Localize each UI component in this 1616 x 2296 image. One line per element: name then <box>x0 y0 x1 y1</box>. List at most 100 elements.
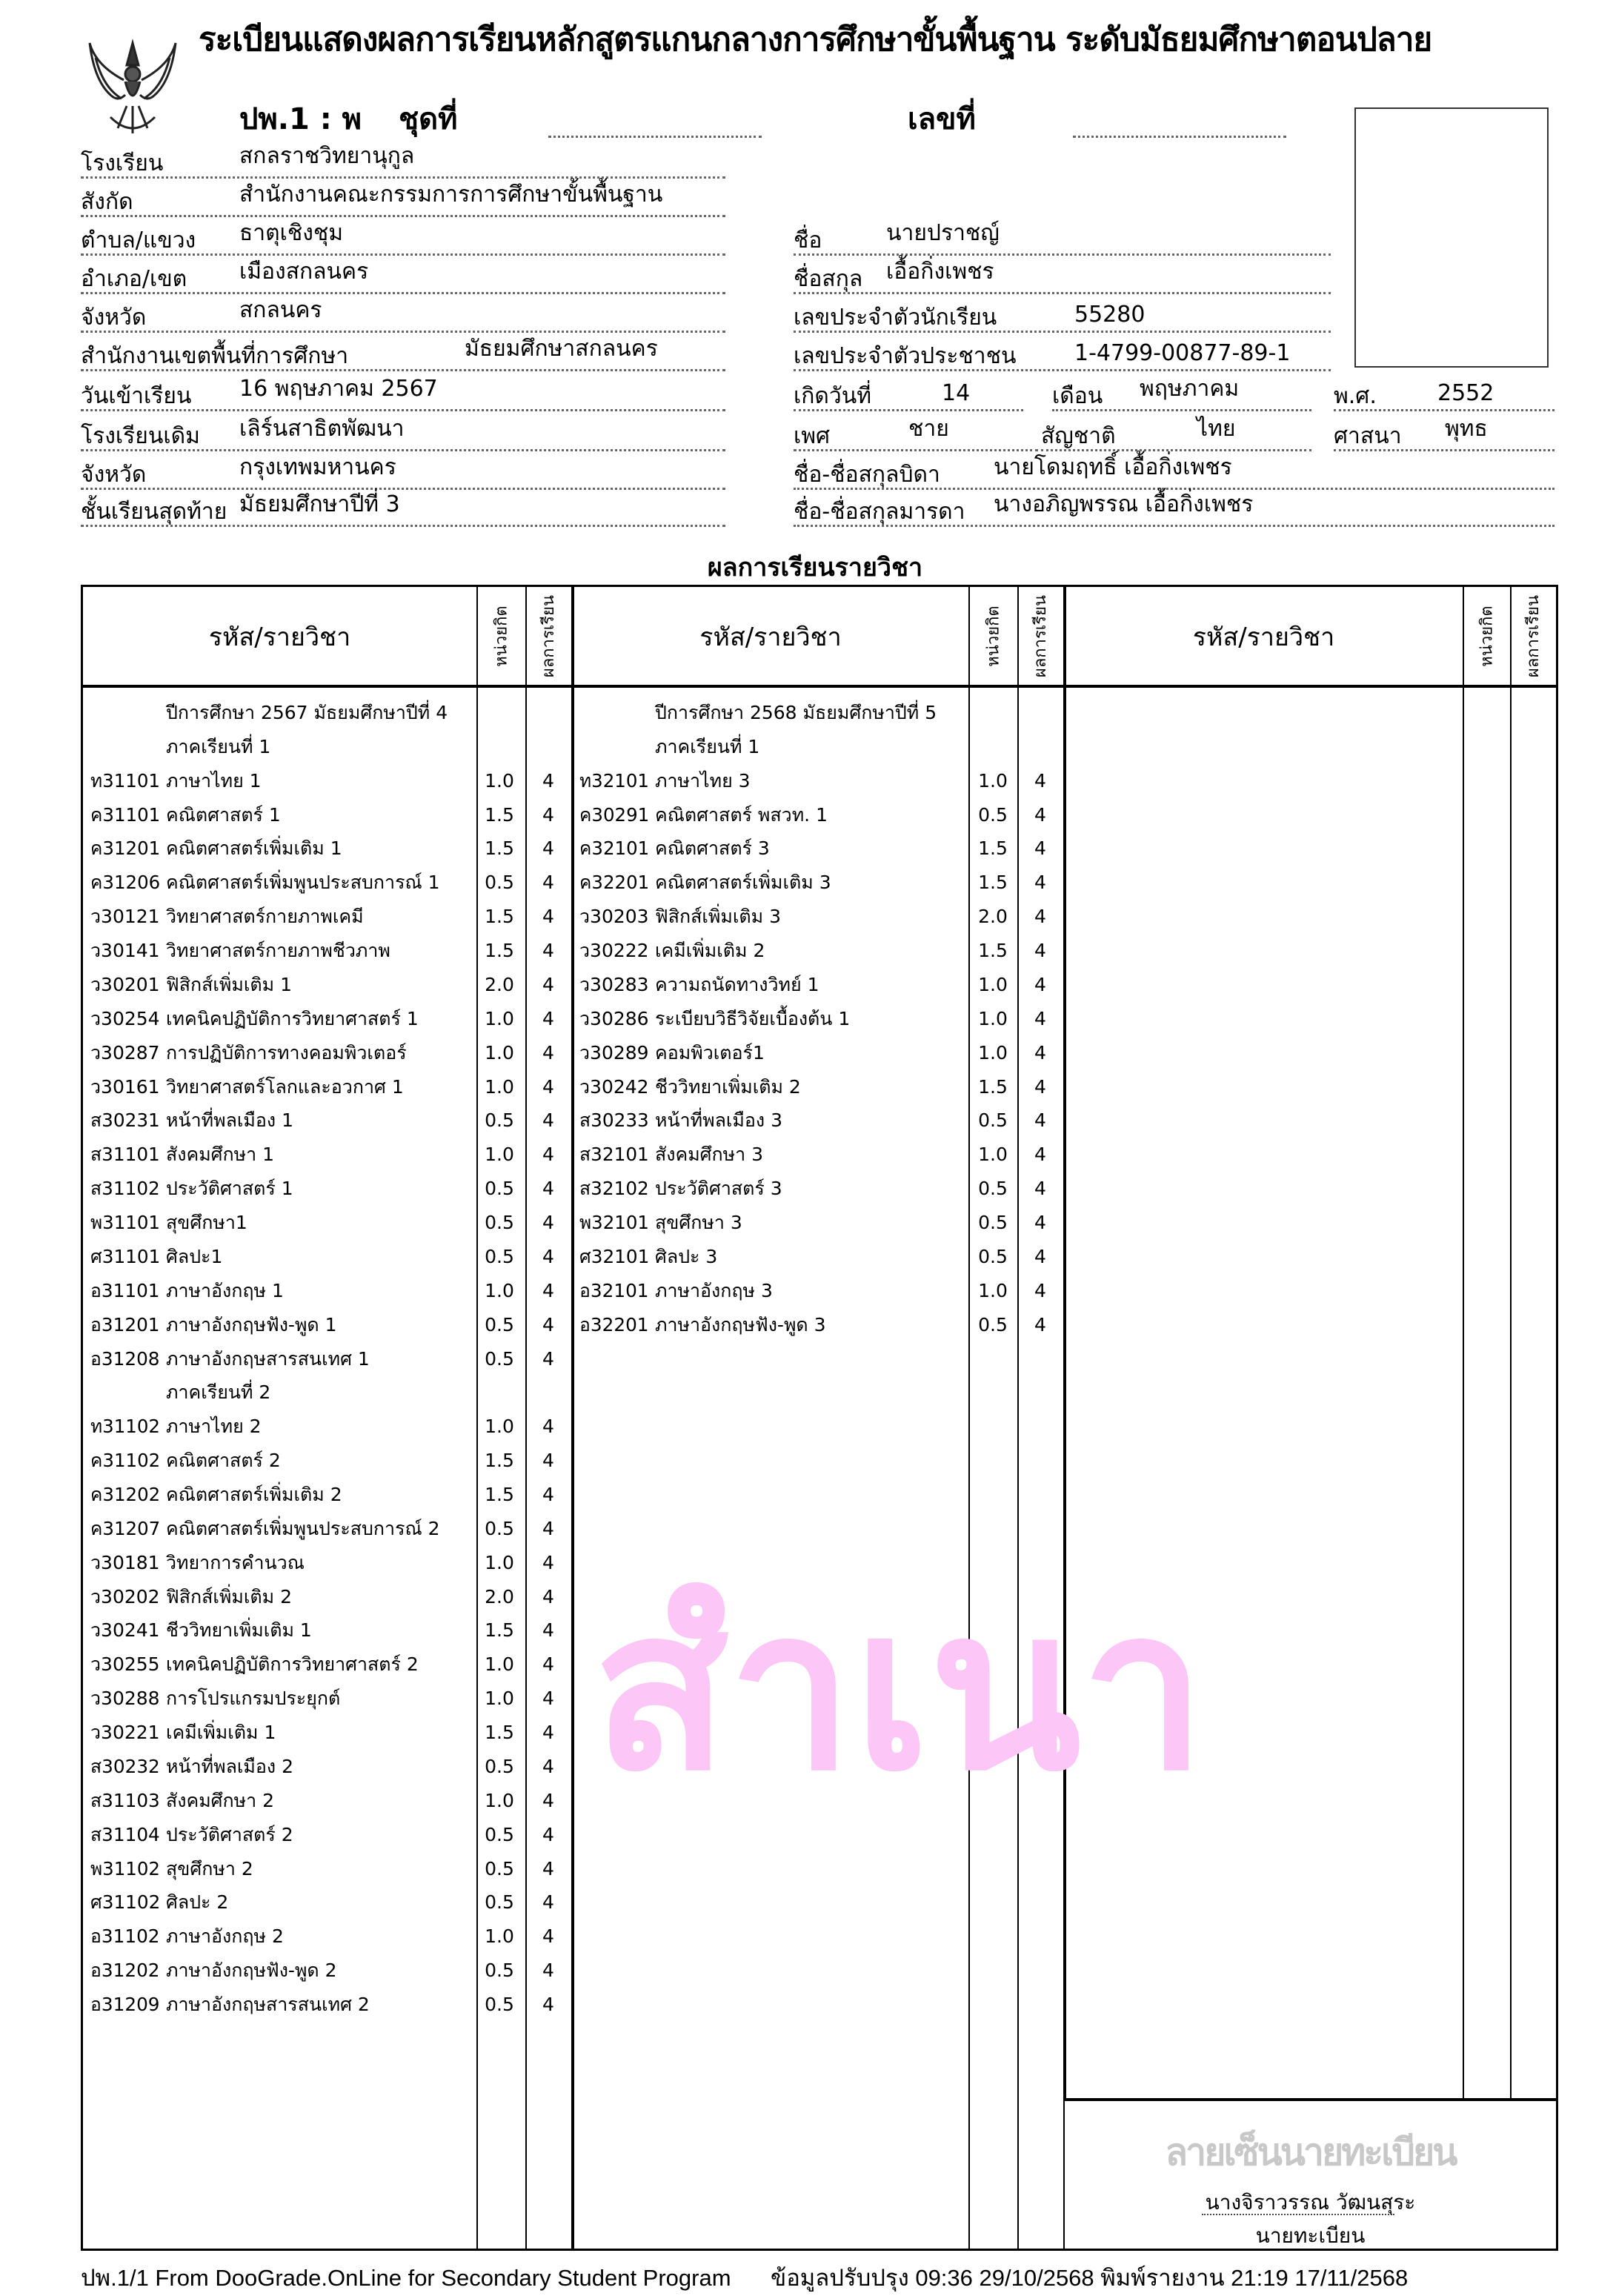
column-divider <box>1510 587 1512 2249</box>
last-grade-label: ชั้นเรียนสุดท้าย <box>81 499 227 525</box>
subject-credits: 1.0 <box>978 1279 1008 1301</box>
subject-credits: 0.5 <box>485 1245 514 1267</box>
set-number-field <box>548 136 762 138</box>
province-label: จังหวัด <box>81 305 147 331</box>
credits-header-3: หน่วยกิต <box>1477 605 1497 667</box>
document-number-field <box>1073 136 1286 138</box>
footer-timestamps: ข้อมูลปรับปรุง 09:36 29/10/2568 พิมพ์ราย… <box>771 2265 1409 2291</box>
subject-code: ค31207 <box>90 1517 161 1539</box>
registrar-name: นางจิราวรรณ วัฒนสุระ <box>1205 2190 1416 2214</box>
subject-credits: 0.5 <box>978 1245 1008 1267</box>
subject-code: ศ31102 <box>90 1891 161 1914</box>
subject-name: คอมพิวเตอร์1 <box>655 1041 765 1064</box>
subject-grade: 4 <box>1034 1007 1046 1029</box>
subject-name: วิทยาศาสตร์กายภาพชีวภาพ <box>166 940 390 962</box>
subject-grade: 4 <box>1034 940 1046 962</box>
subject-grade: 4 <box>542 1144 554 1166</box>
subject-grade: 4 <box>542 1994 554 2016</box>
nationality-label: สัญชาติ <box>1041 423 1116 449</box>
results-table: รหัส/รายวิชา หน่วยกิต ผลการเรียน รหัส/รา… <box>81 585 1558 2251</box>
subject-code: ว30121 <box>90 906 160 928</box>
subject-name: การโปรแกรมประยุกต์ <box>166 1688 341 1710</box>
previous-province-label: จังหวัด <box>81 462 147 488</box>
subject-grade: 4 <box>1034 1313 1046 1336</box>
area-office-label: สำนักงานเขตพื้นที่การศึกษา <box>81 343 349 369</box>
credits-header-1: หน่วยกิต <box>492 605 511 667</box>
subject-code: ค31101 <box>90 803 161 826</box>
signature-line <box>1202 2214 1394 2215</box>
subject-name: ฟิสิกส์เพิ่มเติม 3 <box>655 906 781 928</box>
grade-header-2: ผลการเรียน <box>1031 594 1051 678</box>
subject-name: เทคนิคปฏิบัติการวิทยาศาสตร์ 1 <box>166 1007 419 1029</box>
subject-name: วิทยาศาสตร์กายภาพเคมี <box>166 906 364 928</box>
previous-school-field: โรงเรียนเดิม เลิร์นสาธิตพัฒนา <box>81 416 725 451</box>
subject-name: วิทยาการคำนวณ <box>166 1551 305 1573</box>
term-heading: ภาคเรียนที่ 2 <box>166 1381 271 1404</box>
nationality-field: สัญชาติ ไทย <box>1041 416 1311 451</box>
subject-code: ว30289 <box>579 1041 649 1064</box>
birth-year-value: 2552 <box>1437 380 1494 406</box>
subject-grade: 4 <box>542 1925 554 1948</box>
subject-credits: 1.5 <box>978 872 1008 894</box>
last-name-field: ชื่อสกุล เอื้อกิ่งเพชร <box>794 259 1331 294</box>
subject-code: ว30255 <box>90 1653 160 1676</box>
subject-grade: 4 <box>542 1551 554 1573</box>
subject-grade: 4 <box>542 1653 554 1676</box>
subject-code: อ32101 <box>579 1279 649 1301</box>
subject-code: ว30241 <box>90 1619 160 1642</box>
entry-date-field: วันเข้าเรียน 16 พฤษภาคม 2567 <box>81 376 725 411</box>
subject-grade: 4 <box>542 803 554 826</box>
sex-value: ชาย <box>908 416 949 442</box>
entry-date-value: 16 พฤษภาคม 2567 <box>239 376 438 402</box>
subject-code: ว30141 <box>90 940 160 962</box>
subject-grade: 4 <box>542 1891 554 1914</box>
subject-name: ประวัติศาสตร์ 1 <box>166 1178 293 1200</box>
subject-code: ว30222 <box>579 940 649 962</box>
subject-credits: 0.5 <box>485 1823 514 1845</box>
subject-grade: 4 <box>542 1857 554 1879</box>
subject-grade: 4 <box>1034 1075 1046 1098</box>
subject-name: ความถนัดทางวิทย์ 1 <box>655 973 819 995</box>
subject-code: อ31209 <box>90 1994 160 2016</box>
subject-credits: 1.0 <box>485 1688 514 1710</box>
subject-credits: 0.5 <box>485 1109 514 1132</box>
subject-code: ส31103 <box>90 1789 160 1811</box>
subject-grade: 4 <box>1034 1041 1046 1064</box>
subject-code: ศ32101 <box>579 1245 650 1267</box>
signature-placeholder: ลายเซ็นนายทะเบียน <box>1165 2131 1458 2174</box>
subject-name: เคมีเพิ่มเติม 1 <box>166 1722 276 1744</box>
subject-code: ค32201 <box>579 872 650 894</box>
subject-name: คณิตศาสตร์เพิ่มเติม 2 <box>166 1484 342 1505</box>
grade-header-1: ผลการเรียน <box>539 594 559 678</box>
registrar-position: นายทะเบียน <box>1255 2223 1366 2248</box>
subject-name: ศิลปะ 3 <box>655 1245 718 1267</box>
nationality-value: ไทย <box>1197 416 1236 442</box>
subject-credits: 1.5 <box>485 1450 514 1472</box>
subject-grade: 4 <box>542 1212 554 1234</box>
last-name-label: ชื่อสกุล <box>794 266 863 292</box>
subject-credits: 1.0 <box>978 1144 1008 1166</box>
subject-code: ค32101 <box>579 837 650 860</box>
subject-credits: 0.5 <box>485 1857 514 1879</box>
subject-code: อ32201 <box>579 1313 649 1336</box>
subject-name: สังคมศึกษา 2 <box>166 1789 275 1811</box>
subject-credits: 1.5 <box>485 837 514 860</box>
number-label: เลขที่ <box>908 102 976 136</box>
affiliation-value: สำนักงานคณะกรรมการการศึกษาขั้นพื้นฐาน <box>239 182 663 208</box>
subject-code: พ31101 <box>90 1212 161 1234</box>
subject-grade: 4 <box>542 1178 554 1200</box>
subject-credits: 1.0 <box>485 1925 514 1948</box>
subject-code: ค30291 <box>579 803 650 826</box>
subject-code: ว30287 <box>90 1041 160 1064</box>
first-name-field: ชื่อ นายปราชญ์ <box>794 220 1331 256</box>
column-divider <box>1463 587 1464 2249</box>
subject-name: หน้าที่พลเมือง 3 <box>655 1109 782 1132</box>
subject-name: ฟิสิกส์เพิ่มเติม 2 <box>166 1585 292 1607</box>
religion-label: ศาสนา <box>1334 423 1402 449</box>
subject-credits: 1.0 <box>485 1653 514 1676</box>
subject-credits: 1.0 <box>978 769 1008 792</box>
subject-name: ภาษาอังกฤษ 3 <box>655 1279 773 1301</box>
subject-code: อ31208 <box>90 1347 160 1370</box>
subject-name: คณิตศาสตร์เพิ่มเติม 1 <box>166 837 342 860</box>
subject-name: สุขศึกษา 2 <box>166 1857 253 1879</box>
